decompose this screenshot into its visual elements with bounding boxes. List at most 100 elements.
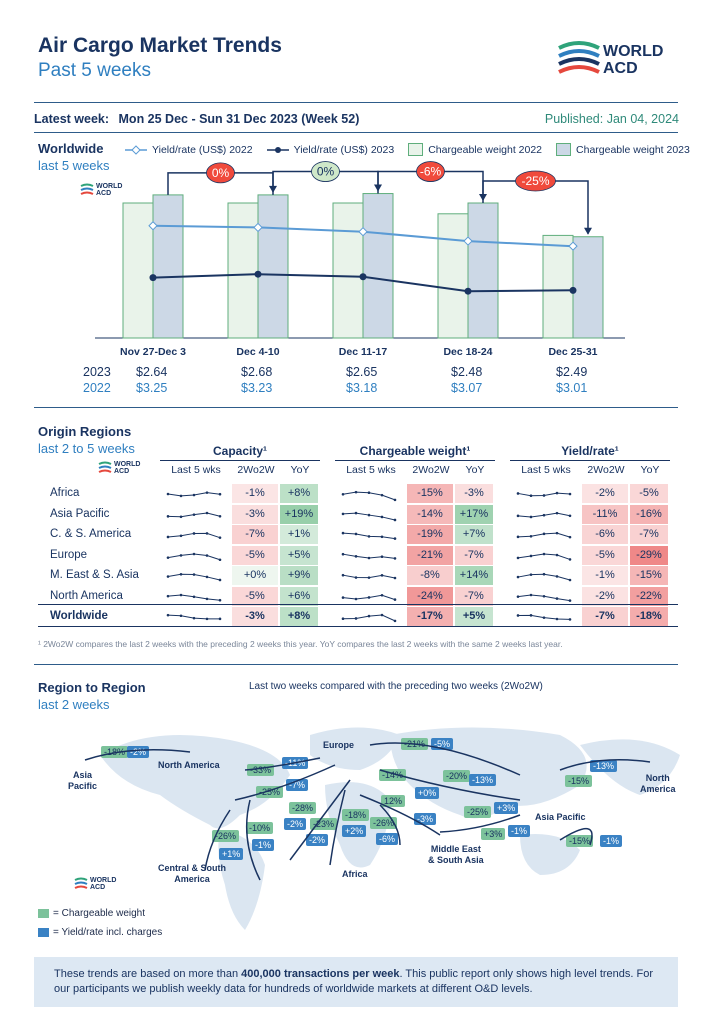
map-badge-yield: +1%	[219, 848, 244, 860]
value-2wo2w: -1%	[582, 566, 628, 585]
map-label-asia-pacific-right: Asia Pacific	[535, 812, 586, 822]
map-label-asia-pacific-left: Asia Pacific	[68, 770, 98, 791]
group-underline	[160, 460, 320, 461]
map-badge-yield: -5%	[431, 738, 454, 750]
map-badge-chargeable-weight: -10%	[246, 822, 274, 834]
origin-footnote: ¹ 2Wo2W compares the last 2 weeks with t…	[38, 639, 563, 649]
origin-region-label: C. & S. America	[50, 528, 132, 540]
change-bubble-label: -25%	[521, 174, 549, 188]
yield-2022-value: $3.18	[346, 381, 378, 395]
change-arrowhead	[584, 227, 592, 235]
origin-subheader: Last 5 wks	[171, 464, 221, 476]
yield-2022-value: $3.01	[556, 381, 588, 395]
map-badge-yield: -13%	[469, 774, 497, 786]
legend-yield-2023: Yield/rate (US$) 2023	[266, 144, 394, 156]
r2r-subtitle: last 2 weeks	[38, 697, 110, 712]
bar-cw-2023	[572, 236, 604, 339]
sparkline	[341, 613, 397, 623]
sparkline	[166, 552, 222, 561]
map-badge-chargeable-weight: -33%	[247, 764, 275, 776]
origin-subheader: 2Wo2W	[237, 464, 275, 476]
yield-2022-point	[568, 241, 578, 251]
yield-2023-value: $2.49	[556, 365, 588, 379]
bar-cw-2023	[362, 193, 394, 339]
sparkline	[166, 532, 222, 539]
map-badge-chargeable-weight: -28%	[289, 802, 317, 814]
sparkline	[516, 531, 572, 539]
value-yoy: -15%	[630, 566, 668, 585]
map-label-europe: Europe	[323, 740, 355, 750]
value-2wo2w: -7%	[232, 525, 278, 544]
value-2wo2w: +0%	[232, 566, 278, 585]
worldwide-legend: Yield/rate (US$) 2022 Yield/rate (US$) 2…	[125, 143, 690, 156]
value-yoy: +5%	[280, 545, 318, 565]
map-badge-chargeable-weight: 12%	[381, 795, 406, 807]
value-2wo2w: -1%	[232, 484, 278, 503]
origin-region-label: Asia Pacific	[50, 507, 110, 520]
value-2wo2w: -8%	[407, 566, 453, 585]
map-badge-chargeable-weight: -18%	[342, 809, 370, 821]
map-badge-yield: -7%	[286, 779, 309, 791]
logo-swirl-icon	[558, 41, 600, 74]
yield-2023-value: $2.68	[241, 365, 273, 379]
value-yoy: +14%	[455, 566, 493, 585]
worldwide-chart: 0% 0% -6% -25% Nov 27-Dec 3 Dec 4-10 Dec 11-17…	[95, 161, 625, 358]
legend-cw-map: = Chargeable weight	[38, 908, 145, 919]
change-bubble-label: 0%	[212, 166, 230, 180]
worldwide-subtitle: last 5 weeks	[38, 158, 110, 173]
legend-yield-2022: Yield/rate (US$) 2022	[125, 144, 253, 156]
latest-week-value: Mon 25 Dec - Sun 31 Dec 2023 (Week 52)	[118, 112, 360, 126]
map-badge-yield: +0%	[415, 787, 440, 799]
value-2wo2w: -17%	[407, 607, 453, 626]
page-title: Air Cargo Market Trends	[38, 34, 282, 57]
value-yoy: +8%	[280, 484, 318, 503]
logo-line1: WORLD	[603, 43, 664, 60]
category-label: Nov 27-Dec 3	[120, 346, 186, 358]
map-badge-yield: +2%	[342, 825, 367, 837]
latest-week-label: Latest week:	[34, 112, 110, 126]
map-badge-chargeable-weight: -25%	[464, 806, 492, 818]
map-badge-yield: -6%	[376, 833, 399, 845]
origin-group-header: Chargeable weight¹	[359, 444, 471, 458]
value-yoy: -16%	[630, 504, 668, 524]
r2r-title: Region to Region	[38, 680, 146, 695]
yield-2022-point	[253, 222, 263, 233]
map-label-central-south-america: Central & South America	[158, 863, 227, 884]
bar-cw-2022	[437, 213, 469, 339]
change-bubble	[416, 161, 445, 182]
worldwide-separator	[38, 604, 678, 605]
value-yoy: -18%	[630, 607, 668, 626]
value-yoy: +5%	[455, 607, 493, 626]
sparkline	[166, 613, 222, 621]
map-mini-logo: WORLD ACD	[74, 876, 116, 894]
value-2wo2w: -5%	[232, 586, 278, 606]
value-2wo2w: -5%	[232, 545, 278, 565]
sparkline	[516, 593, 572, 602]
yield-2022-value: $3.25	[136, 381, 168, 395]
category-label: Dec 11-17	[339, 346, 388, 358]
value-yoy: -7%	[630, 525, 668, 544]
yield-2022-value: $3.07	[451, 381, 483, 395]
map-badge-chargeable-weight: -15%	[565, 775, 593, 787]
value-2wo2w: -14%	[407, 504, 453, 524]
yield-2022-value: $3.23	[241, 381, 273, 395]
map-badge-chargeable-weight: -15%	[566, 835, 594, 847]
blue-swatch	[38, 928, 49, 937]
sparkline	[516, 572, 572, 582]
worldwide-divider	[34, 407, 678, 408]
origin-subtitle: last 2 to 5 weeks	[38, 441, 135, 456]
group-underline	[335, 460, 495, 461]
value-yoy: -3%	[455, 484, 493, 503]
map-badge-chargeable-weight: -20%	[443, 770, 471, 782]
category-label: Dec 18-24	[443, 346, 492, 358]
yield-2022-point	[358, 226, 368, 237]
map-label-north-america-right: North America	[640, 773, 676, 794]
map-badge-yield: -11%	[282, 757, 309, 769]
sparkline	[166, 511, 222, 518]
yield-2023-value: $2.65	[346, 365, 378, 379]
value-yoy: -29%	[630, 545, 668, 565]
footer-box: These trends are based on more than 400,…	[34, 957, 678, 1007]
yield-2023-point	[569, 286, 577, 294]
bar-cw-2022	[122, 202, 154, 339]
published-date: Published: Jan 04, 2024	[544, 112, 679, 126]
